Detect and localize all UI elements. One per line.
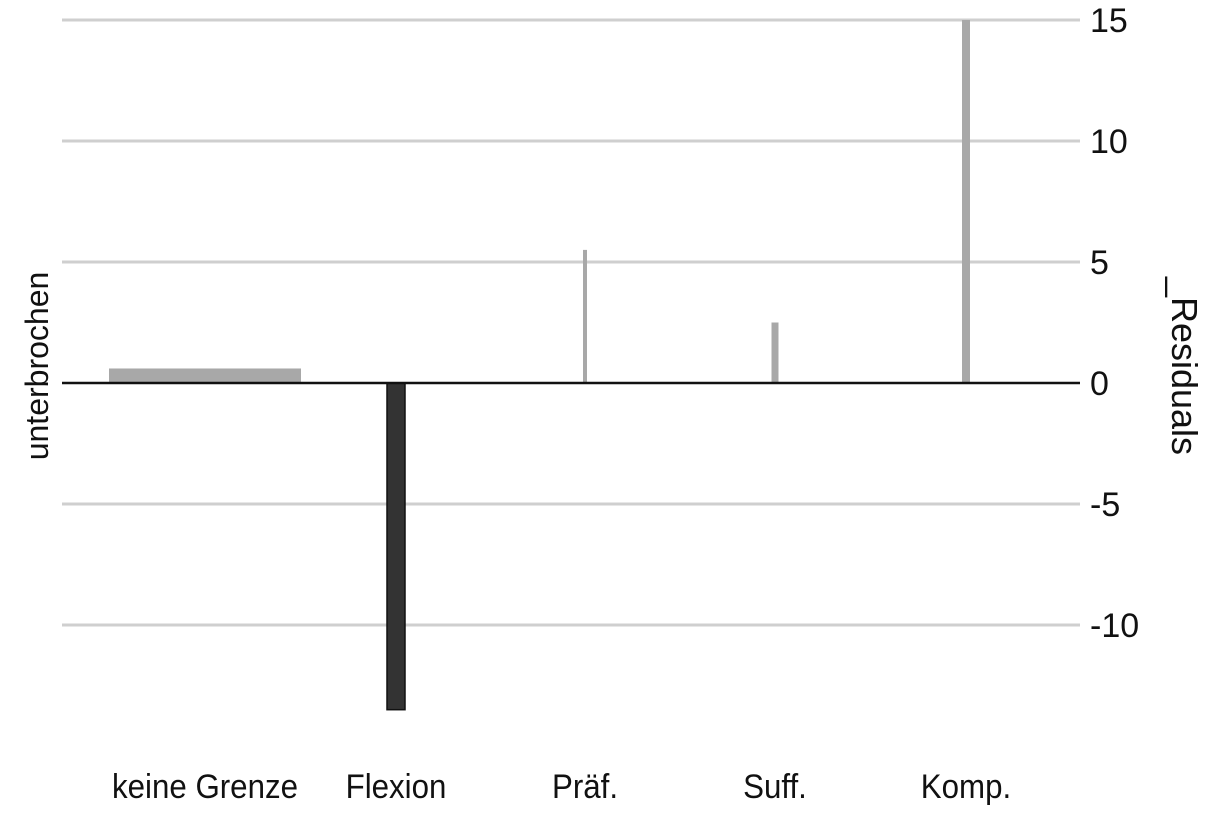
x-tick-label: Suff.	[743, 767, 807, 806]
y-axis-label: _Residuals	[1164, 276, 1205, 455]
bar-flexion	[386, 382, 406, 711]
y-tick-label: 15	[1090, 2, 1128, 40]
bar-komp	[962, 20, 970, 383]
bar-suff	[771, 322, 779, 383]
y-tick-label: 10	[1090, 123, 1128, 161]
bar-pr-f	[583, 249, 587, 383]
x-tick-labels: keine Grenze Flexion Präf. Suff. Komp.	[112, 767, 1011, 806]
y-tick-label: -5	[1090, 486, 1120, 524]
bar-keine-grenze	[109, 368, 301, 383]
bars	[109, 20, 970, 711]
x-tick-label: keine Grenze	[112, 767, 298, 806]
y-tick-label: -10	[1090, 607, 1139, 645]
x-tick-label: Flexion	[346, 767, 447, 806]
gridlines	[62, 18, 1080, 627]
y-tick-label: 5	[1090, 244, 1109, 282]
x-tick-label: Komp.	[921, 767, 1011, 806]
left-axis-label: unterbrochen	[19, 272, 55, 461]
y-tick-labels: 15 10 5 0 -5 -10	[1090, 2, 1139, 645]
x-tick-label: Präf.	[552, 767, 618, 806]
y-tick-label: 0	[1090, 365, 1109, 403]
